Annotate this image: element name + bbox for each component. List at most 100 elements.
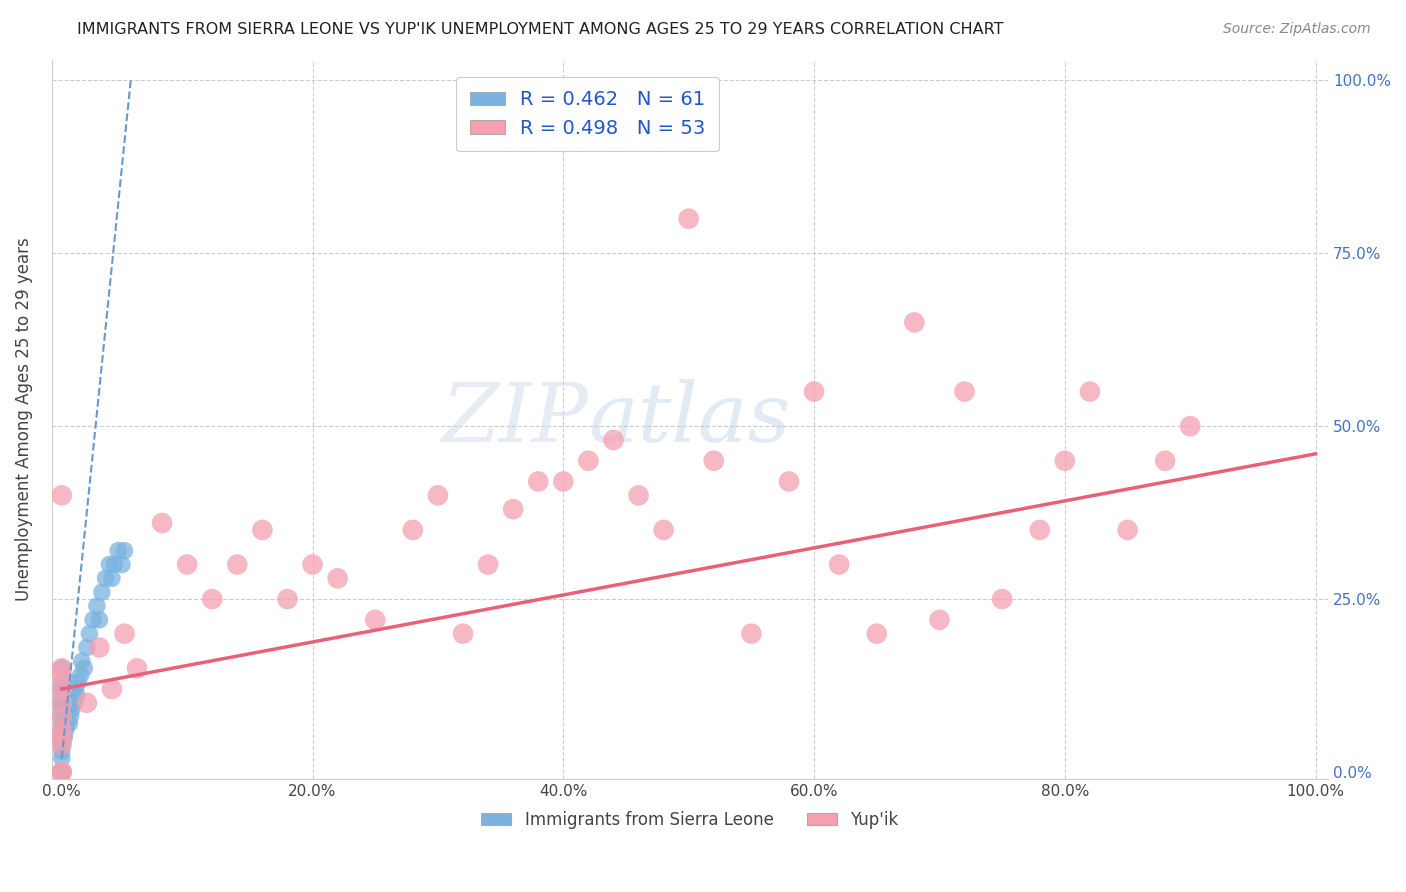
Legend: Immigrants from Sierra Leone, Yup'ik: Immigrants from Sierra Leone, Yup'ik xyxy=(475,804,905,835)
Point xyxy=(51,723,73,738)
Point xyxy=(51,764,73,779)
Point xyxy=(678,211,700,226)
Point xyxy=(56,696,79,710)
Point xyxy=(301,558,323,572)
Point xyxy=(51,751,73,765)
Point xyxy=(94,571,117,585)
Point xyxy=(51,764,73,779)
Point xyxy=(51,681,73,696)
Point xyxy=(276,592,298,607)
Point xyxy=(51,681,73,696)
Point xyxy=(1116,523,1139,537)
Point xyxy=(426,488,449,502)
Text: atlas: atlas xyxy=(588,379,790,459)
Point xyxy=(1180,419,1202,434)
Point xyxy=(51,764,73,779)
Point xyxy=(103,558,125,572)
Point xyxy=(53,731,76,745)
Point xyxy=(51,764,73,779)
Point xyxy=(51,764,73,779)
Point xyxy=(59,709,82,723)
Point xyxy=(114,543,136,558)
Point xyxy=(451,626,474,640)
Point xyxy=(51,764,73,779)
Point xyxy=(76,640,98,655)
Point xyxy=(226,558,249,572)
Point xyxy=(76,696,98,710)
Point xyxy=(364,613,387,627)
Point xyxy=(1154,454,1177,468)
Point xyxy=(51,737,73,751)
Point xyxy=(576,454,599,468)
Point xyxy=(51,764,73,779)
Point xyxy=(51,661,73,675)
Point xyxy=(402,523,425,537)
Point xyxy=(1053,454,1076,468)
Point xyxy=(627,488,650,502)
Point xyxy=(51,668,73,682)
Point xyxy=(1029,523,1052,537)
Point xyxy=(58,716,80,731)
Point xyxy=(114,626,136,640)
Point xyxy=(89,613,111,627)
Point xyxy=(326,571,349,585)
Point xyxy=(107,543,129,558)
Point xyxy=(527,475,550,489)
Point xyxy=(252,523,274,537)
Point xyxy=(51,764,73,779)
Point xyxy=(176,558,198,572)
Point xyxy=(73,661,96,675)
Point xyxy=(991,592,1014,607)
Point xyxy=(51,675,73,690)
Point xyxy=(51,764,73,779)
Point xyxy=(828,558,851,572)
Point xyxy=(477,558,499,572)
Point xyxy=(51,764,73,779)
Point xyxy=(51,764,73,779)
Point xyxy=(55,709,77,723)
Point xyxy=(63,696,86,710)
Point xyxy=(928,613,950,627)
Point xyxy=(70,654,93,668)
Point xyxy=(51,764,73,779)
Point xyxy=(51,488,73,502)
Point xyxy=(51,731,73,745)
Point xyxy=(953,384,976,399)
Point xyxy=(740,626,762,640)
Point xyxy=(82,613,104,627)
Point xyxy=(51,764,73,779)
Point xyxy=(51,689,73,703)
Point xyxy=(866,626,889,640)
Text: IMMIGRANTS FROM SIERRA LEONE VS YUP'IK UNEMPLOYMENT AMONG AGES 25 TO 29 YEARS CO: IMMIGRANTS FROM SIERRA LEONE VS YUP'IK U… xyxy=(77,22,1004,37)
Point xyxy=(150,516,173,530)
Point xyxy=(89,640,111,655)
Point xyxy=(55,723,77,738)
Point xyxy=(66,689,89,703)
Point xyxy=(51,696,73,710)
Point xyxy=(101,571,124,585)
Point xyxy=(903,315,925,329)
Point xyxy=(86,599,108,613)
Point xyxy=(65,681,87,696)
Point xyxy=(51,764,73,779)
Point xyxy=(51,731,73,745)
Point xyxy=(51,744,73,758)
Point xyxy=(652,523,675,537)
Point xyxy=(1078,384,1101,399)
Point xyxy=(56,716,79,731)
Point xyxy=(51,661,73,675)
Y-axis label: Unemployment Among Ages 25 to 29 years: Unemployment Among Ages 25 to 29 years xyxy=(15,237,32,601)
Point xyxy=(69,668,91,682)
Point xyxy=(101,681,124,696)
Point xyxy=(51,696,73,710)
Point xyxy=(60,703,83,717)
Point xyxy=(51,716,73,731)
Point xyxy=(502,502,524,516)
Point xyxy=(602,433,624,447)
Point xyxy=(51,696,73,710)
Point xyxy=(125,661,148,675)
Point xyxy=(803,384,825,399)
Point xyxy=(703,454,725,468)
Point xyxy=(98,558,121,572)
Text: Source: ZipAtlas.com: Source: ZipAtlas.com xyxy=(1223,22,1371,37)
